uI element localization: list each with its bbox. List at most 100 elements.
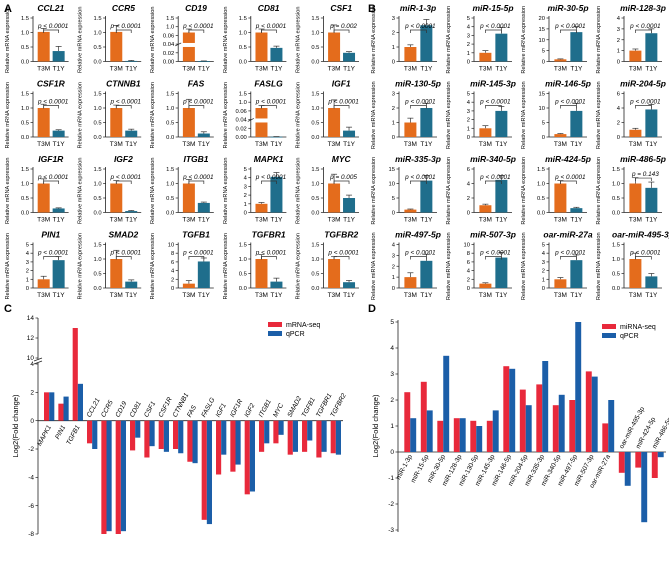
- y-tick-label: 0.5: [21, 45, 29, 51]
- subplot-title: oar-miR-27a: [543, 230, 592, 240]
- p-value-label: p < 0.0001: [37, 99, 69, 106]
- legend-label: qPCR: [286, 331, 305, 338]
- subplot-pin1: PIN1 Relative mRNA expression 0 1 2 3 4 5 T3M T1Y…: [5, 230, 69, 300]
- t3m-bar: [554, 279, 567, 288]
- y-tick-label: 5: [542, 49, 545, 55]
- y-tick-label: 1.0: [94, 257, 102, 263]
- qpcr-bar-mir-340-5p: [558, 394, 565, 452]
- x-category-label: T1Y: [420, 292, 433, 299]
- x-category-label: T1Y: [198, 66, 211, 73]
- qpcr-bar-pin1: [63, 396, 69, 421]
- t3m-bar: [404, 209, 417, 213]
- y-axis-label: Relative miRNA expression: [521, 232, 527, 300]
- subplot-title: CCL21: [37, 3, 64, 13]
- x-category-label: TGFB1: [65, 424, 81, 446]
- t3m-bar: [629, 50, 642, 62]
- y-tick-label: 4: [617, 106, 621, 112]
- y-axis-label: Relative miRNA expression: [371, 157, 377, 225]
- seq-bar-itgb1: [259, 420, 265, 452]
- y-tick-label: 1.0: [239, 257, 247, 263]
- subplot-title: PIN1: [41, 230, 60, 240]
- x-category-label: T1Y: [570, 141, 583, 148]
- y-tick-label: 0.06: [163, 33, 174, 39]
- subplot-mir-486-5p: miR-486-5p Relative miRNA expression 0.0 0.…: [596, 154, 666, 225]
- x-category-label: T1Y: [125, 66, 138, 73]
- legend-swatch-mirna-seq: [602, 324, 616, 329]
- subplot-mir-424-5p: miR-424-5p Relative miRNA expression 0.0 0.…: [521, 154, 591, 225]
- significance-bracket: [410, 180, 427, 184]
- x-category-label: T1Y: [198, 217, 211, 224]
- qpcr-bar-igf2: [249, 420, 255, 492]
- x-category-label: T1Y: [570, 292, 583, 299]
- qpcr-bar-smad2: [292, 420, 298, 452]
- x-category-label: ITGB1: [258, 398, 273, 418]
- p-value-label: p < 0.0001: [37, 23, 69, 30]
- qpcr-bar-mir-130-5p: [476, 426, 483, 452]
- y-tick-label: 0: [392, 135, 395, 141]
- subplot-title: CCR5: [112, 3, 135, 13]
- axis-break-gap: [254, 118, 269, 123]
- y-tick-label: 2: [617, 38, 620, 44]
- y-tick-label: 5: [542, 243, 545, 249]
- y-tick-label: 1.5: [94, 243, 102, 249]
- x-category-label: T3M: [328, 66, 341, 73]
- t3m-bar: [110, 108, 123, 137]
- y-axis-label: Relative mRNA expression: [78, 6, 84, 73]
- y-tick-label: 3: [542, 260, 545, 266]
- y-tick-label: 4: [617, 16, 621, 22]
- y-tick-label: 0.5: [21, 121, 29, 127]
- y-tick-label: 1.0: [612, 182, 620, 188]
- x-category-label: CD19: [114, 400, 128, 418]
- significance-bracket: [261, 256, 277, 260]
- significance-bracket: [635, 29, 652, 33]
- panel-label-a: A: [4, 3, 12, 15]
- t1y-bar: [125, 211, 138, 213]
- y-tick-label: 0.5: [239, 272, 247, 278]
- seq-bar-mir-486-5p: [651, 452, 658, 478]
- subplot-title: miR-507-3p: [470, 230, 516, 240]
- axis-break-mark: [247, 118, 254, 122]
- subplot-title: IGF1R: [38, 154, 64, 164]
- x-category-label: T3M: [554, 141, 567, 148]
- qpcr-bar-mir-146-5p: [509, 368, 516, 452]
- y-tick-label: 1.5: [166, 92, 174, 98]
- qpcr-bar-igf1: [221, 420, 227, 455]
- t3m-bar: [404, 277, 417, 288]
- qpcr-bar-myc: [278, 420, 284, 435]
- subplot-title: CD19: [185, 3, 207, 13]
- t1y-bar: [270, 281, 283, 288]
- x-category-label: T1Y: [53, 292, 66, 299]
- p-value-label: p < 0.0001: [479, 23, 511, 30]
- y-tick-label: 0: [617, 135, 620, 141]
- y-tick-label: 12: [27, 335, 35, 342]
- y-tick-label: 0.02: [163, 51, 174, 57]
- y-tick-label: 1.5: [21, 16, 29, 22]
- subplot-csf1: CSF1 Relative mRNA expression 0.0 0.5 1.0 1.5…: [295, 3, 359, 73]
- y-tick-label: 0: [467, 135, 470, 141]
- t3m-bar: [328, 108, 341, 137]
- t1y-bar: [270, 47, 283, 62]
- y-tick-label: 0: [467, 286, 470, 292]
- x-category-label: T3M: [182, 292, 195, 299]
- panel-b-bar-grid: miR-1-3p Relative miRNA expression 0 1 2 3 T3M…: [371, 3, 669, 300]
- x-category-label: T1Y: [343, 217, 356, 224]
- t1y-bar: [645, 276, 658, 288]
- x-category-label: T3M: [255, 217, 268, 224]
- x-category-label: IGF1: [215, 402, 228, 419]
- significance-bracket: [410, 256, 427, 260]
- significance-bracket: [333, 256, 350, 260]
- y-tick-label: 0.0: [94, 135, 102, 141]
- y-axis-label: Relative mRNA expression: [5, 82, 11, 149]
- y-tick-label: 15: [539, 92, 545, 98]
- subplot-ccl21: CCL21 Relative mRNA expression 0.0 0.5 1.0 1.…: [5, 3, 69, 73]
- subplot-mir-204-5p: miR-204-5p Relative miRNA expression 0 2 4 6 T…: [596, 79, 666, 150]
- y-tick-label: 4: [30, 361, 34, 368]
- p-value-label: p < 0.0001: [255, 23, 287, 30]
- y-axis-label: Relative miRNA expression: [521, 157, 527, 225]
- y-tick-label: 10: [168, 243, 174, 249]
- qpcr-bar-mir-507-3p: [591, 376, 598, 452]
- significance-bracket: [261, 105, 277, 109]
- x-category-label: T1Y: [645, 141, 658, 148]
- y-tick-label: 1.5: [94, 167, 102, 173]
